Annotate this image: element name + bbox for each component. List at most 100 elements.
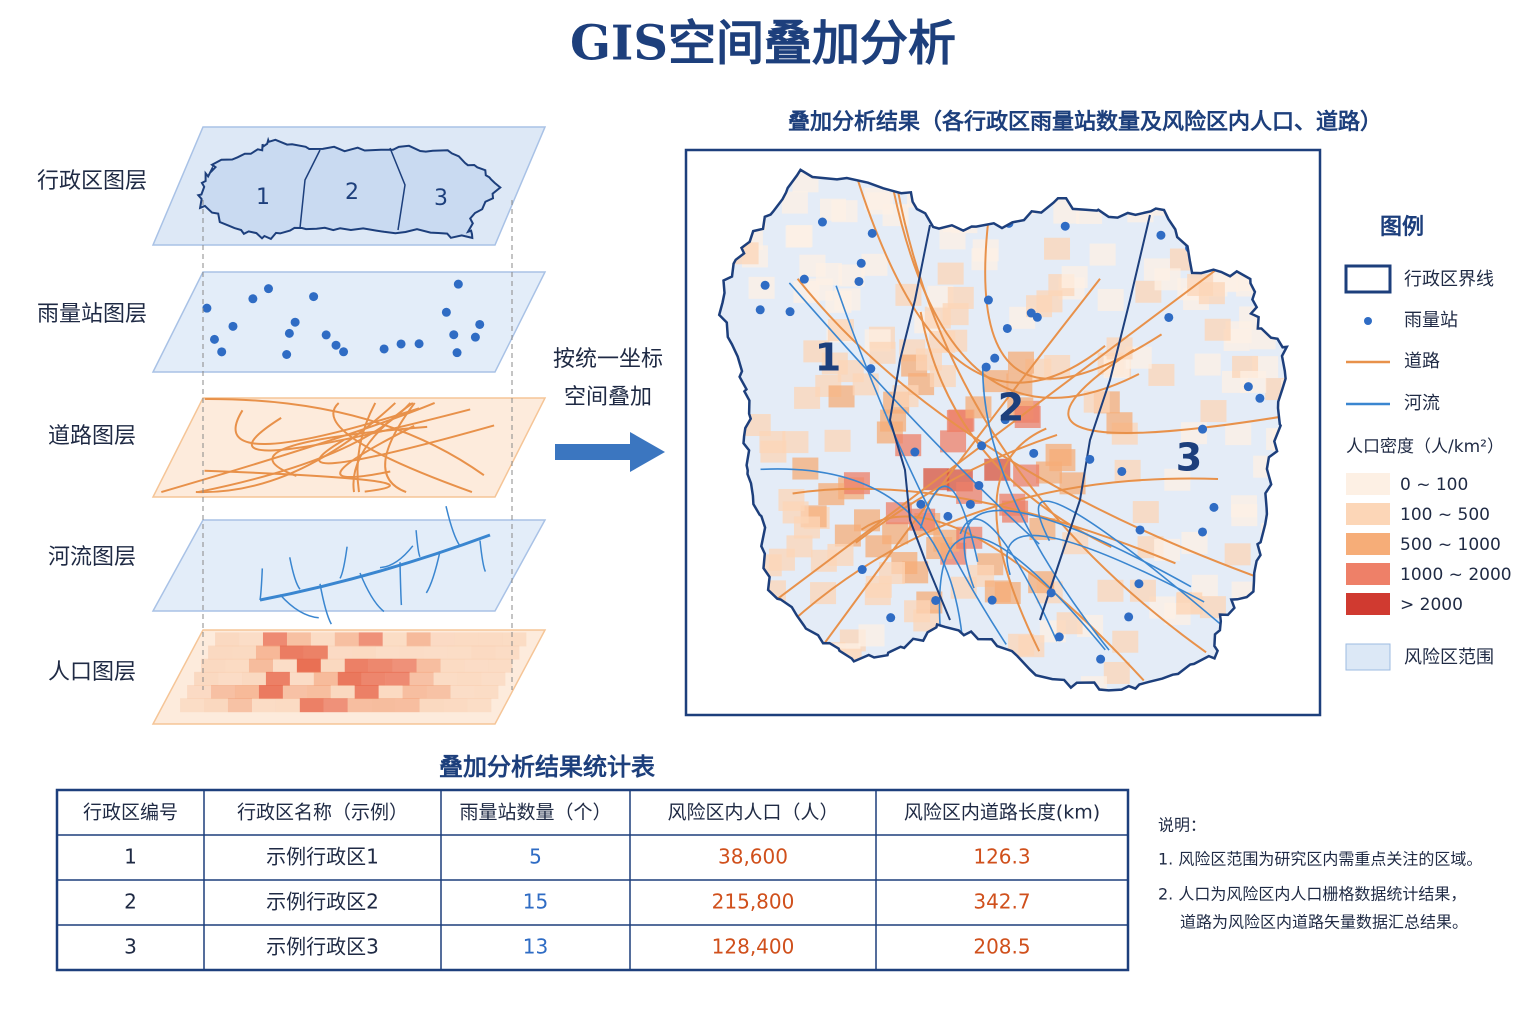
station-dot [886,613,896,623]
river-line [425,551,441,594]
population-cell [416,658,441,673]
station-dot [1243,382,1253,392]
population-cell [289,671,314,686]
main-title: GIS空间叠加分析 [570,16,956,72]
station-dot [1198,424,1208,434]
table-cell: 126.3 [973,845,1030,869]
station-dot [396,339,406,349]
density-cell [1083,390,1110,413]
legend-swatch [1346,503,1390,525]
table-cell: 2 [124,890,137,914]
station-dot [449,330,459,340]
station-dot [1134,579,1144,589]
station-dot [282,350,292,360]
table-cell: 13 [523,935,548,959]
population-cell [218,671,243,686]
population-cell [351,645,376,660]
river-line [788,282,1040,545]
population-cell [430,632,455,647]
population-cell [334,632,359,647]
population-cell [225,658,250,673]
table-cell: 342.7 [973,890,1030,914]
population-cell [464,658,489,673]
legend-title: 图例 [1380,215,1424,240]
station-dot [785,307,795,317]
note: 1. 风险区范围为研究区内需重点关注的区域。 [1158,850,1482,869]
layer-label: 雨量站图层 [37,302,147,327]
population-cell [215,632,240,647]
population-cell [371,698,396,713]
station-dot [1085,454,1095,464]
table-header: 风险区内道路长度(km) [904,802,1100,824]
density-cell [869,341,896,364]
density-cell [1191,574,1218,597]
arrow-shaft [555,444,630,460]
river-line [279,594,319,619]
density-cell [781,191,808,214]
population-cell [234,685,259,700]
legend-label: 行政区界线 [1404,269,1494,290]
population-cell [433,671,458,686]
river-line [289,557,301,590]
population-cell [262,632,287,647]
note: 道路为风险区内道路矢量数据汇总结果。 [1180,913,1468,932]
density-cell [1176,592,1203,615]
population-cell [426,685,451,700]
population-cell [440,658,465,673]
table-header: 风险区内人口（人） [667,802,838,824]
road-line [339,425,415,478]
population-cell [279,645,304,660]
region-boundary [1039,214,1151,621]
density-cell [1154,268,1181,291]
population-cell [423,645,448,660]
density-cell [927,285,954,308]
region-number: 2 [345,180,359,205]
density-cell [902,561,929,584]
station-dot [284,328,294,338]
station-dot [217,347,227,357]
river-line [259,533,491,602]
density-cell [940,430,967,453]
population-cell [232,645,257,660]
map-outline [717,168,1289,692]
density-cell [792,457,819,480]
region-number: 2 [998,386,1024,430]
density-cell [904,600,931,623]
legend-label: 0 ~ 100 [1400,475,1468,495]
population-cell [358,632,383,647]
station-dot [910,447,920,457]
density-cell [1103,661,1130,684]
station-dot [1255,393,1265,403]
station-dot [857,565,867,575]
density-cell [782,431,809,454]
legend-swatch [1344,264,1392,294]
river-line [399,562,403,606]
population-cell [251,698,276,713]
population-cell [392,658,417,673]
population-cell [457,671,482,686]
table-cell: 15 [523,890,548,914]
population-cell [323,698,348,713]
station-dot [248,294,258,304]
population-cell [354,685,379,700]
population-cell [402,685,427,700]
density-cell [909,508,936,531]
table-header: 行政区名称（示例） [237,802,408,824]
population-cell [399,645,424,660]
table-title: 叠加分析结果统计表 [439,753,656,781]
population-cell [201,658,226,673]
arrow-text: 按统一坐标 [553,347,663,372]
legend-swatch [1364,317,1372,325]
table-cell: 215,800 [712,890,795,914]
population-cell [454,632,479,647]
population-cell [495,645,520,660]
density-cell [864,187,891,210]
station-dot [1209,502,1219,512]
density-cell [1198,282,1225,305]
population-cell [467,698,492,713]
density-cell [1194,353,1221,376]
river-line [1006,534,1205,603]
station-dot [1060,221,1070,231]
legend-swatch [1346,563,1390,585]
table-cell: 38,600 [718,845,788,869]
